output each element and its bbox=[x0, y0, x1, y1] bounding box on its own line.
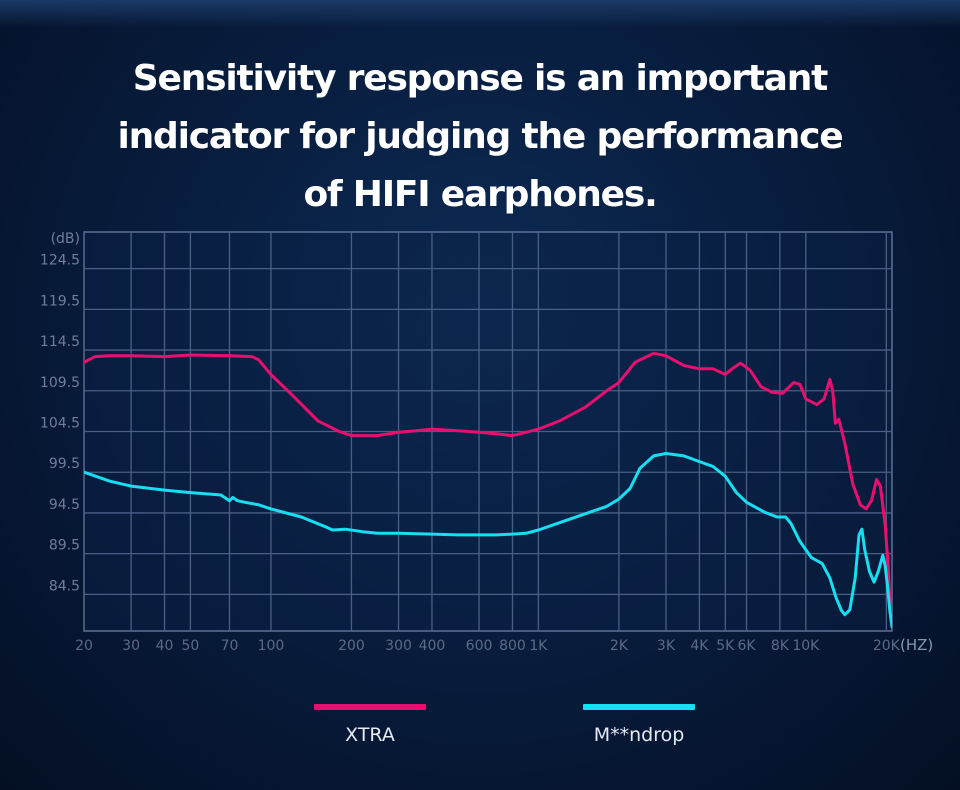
x-tick-label: 200 bbox=[338, 638, 365, 654]
y-axis-label: (dB) bbox=[51, 231, 80, 247]
series-line-m-ndrop bbox=[84, 452, 892, 629]
series-line-xtra bbox=[84, 351, 892, 625]
y-tick-label: 99.5 bbox=[49, 456, 80, 472]
x-tick-label: 20K bbox=[873, 638, 901, 654]
y-tick-label: 109.5 bbox=[40, 375, 80, 391]
x-axis-label: (HZ) bbox=[900, 636, 933, 654]
y-tick-label: 84.5 bbox=[49, 578, 80, 594]
y-tick-label: 114.5 bbox=[40, 334, 80, 350]
x-tick-label: 20 bbox=[75, 638, 93, 654]
x-tick-label: 400 bbox=[419, 638, 446, 654]
legend-item-xtra: XTRA bbox=[314, 704, 426, 746]
x-tick-label: 30 bbox=[122, 638, 140, 654]
y-tick-label: 104.5 bbox=[40, 416, 80, 432]
legend-item-mndrop: M**ndrop bbox=[583, 704, 695, 746]
x-tick-label: 10K bbox=[792, 638, 820, 654]
y-tick-label: 89.5 bbox=[49, 538, 80, 554]
x-tick-label: 600 bbox=[466, 638, 493, 654]
y-tick-label: 94.5 bbox=[49, 497, 80, 513]
title-line-3: of HIFI earphones. bbox=[303, 174, 657, 215]
x-tick-label: 800 bbox=[499, 638, 526, 654]
legend: XTRA M**ndrop bbox=[0, 704, 960, 764]
x-tick-label: 6K bbox=[737, 638, 756, 654]
x-tick-label: 1K bbox=[529, 638, 548, 654]
label-layer: 124.5 119.5 114.5 109.5 104.5 99.5 94.5 89.5 84.… bbox=[40, 231, 933, 654]
x-tick-label: 2K bbox=[610, 638, 629, 654]
y-tick-label: 124.5 bbox=[40, 253, 80, 269]
x-tick-label: 3K bbox=[657, 638, 676, 654]
x-tick-label: 5K bbox=[716, 638, 735, 654]
x-tick-label: 4K bbox=[690, 638, 709, 654]
legend-label-mndrop: M**ndrop bbox=[593, 724, 685, 746]
title-line-2: indicator for judging the performance bbox=[117, 116, 843, 157]
legend-label-xtra: XTRA bbox=[345, 724, 395, 746]
y-tick-label: 119.5 bbox=[40, 293, 80, 309]
background-glow bbox=[0, 0, 960, 28]
legend-swatch-mndrop bbox=[583, 704, 695, 710]
series-layer bbox=[84, 351, 892, 629]
legend-swatch-xtra bbox=[314, 704, 426, 710]
x-tick-label: 300 bbox=[385, 638, 412, 654]
x-tick-label: 8K bbox=[771, 638, 790, 654]
title-line-1: Sensitivity response is an important bbox=[132, 58, 829, 99]
x-tick-label: 70 bbox=[221, 638, 239, 654]
x-tick-label: 100 bbox=[258, 638, 285, 654]
page-title: Sensitivity response is an important ind… bbox=[80, 50, 880, 224]
x-tick-label: 40 bbox=[156, 638, 174, 654]
x-tick-label: 50 bbox=[182, 638, 200, 654]
grid-layer bbox=[83, 232, 892, 631]
